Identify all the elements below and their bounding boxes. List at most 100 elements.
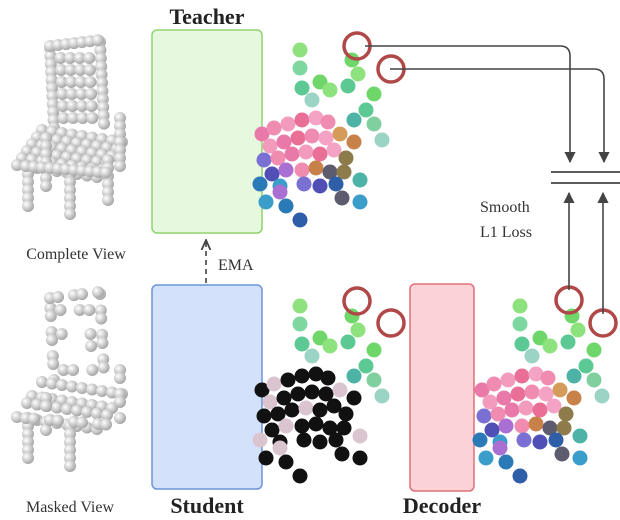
chair-point: [84, 328, 97, 340]
feature-point: [326, 398, 342, 414]
feature-point: [332, 126, 348, 142]
feature-point: [294, 80, 310, 96]
highlight-ring: [554, 285, 584, 315]
feature-point: [586, 372, 602, 388]
feature-point: [284, 402, 300, 418]
feature-point: [346, 112, 362, 128]
feature-point: [254, 126, 270, 142]
feature-point: [346, 390, 362, 406]
chair-point: [114, 396, 126, 408]
feature-point: [272, 184, 288, 200]
feature-point: [482, 394, 498, 410]
feature-point: [516, 432, 532, 448]
chair-point: [67, 112, 80, 124]
feature-point: [256, 408, 272, 424]
feature-point: [326, 142, 342, 158]
feature-point: [312, 330, 328, 346]
feature-point: [512, 468, 528, 484]
feature-point: [366, 342, 382, 358]
feature-point: [280, 372, 296, 388]
feature-point: [472, 432, 488, 448]
feature-point: [294, 336, 310, 352]
feature-point: [484, 422, 500, 438]
teacher-arrow-outer: [365, 45, 576, 164]
feature-point: [312, 434, 328, 450]
chair-point: [96, 385, 108, 397]
feature-point: [312, 402, 328, 418]
feature-point: [336, 420, 352, 436]
feature-point: [294, 368, 310, 384]
feature-point: [358, 102, 374, 118]
chair-point: [66, 380, 78, 393]
chair-point: [56, 379, 68, 391]
feature-point: [290, 130, 306, 146]
feature-point: [292, 298, 308, 314]
feature-point: [524, 384, 540, 400]
feature-point: [570, 322, 586, 338]
complete-view-label: Complete View: [26, 246, 126, 263]
loss-label-line2: L1 Loss: [480, 224, 532, 241]
chair-point: [98, 117, 110, 130]
feature-point: [352, 450, 368, 466]
feature-point: [542, 420, 558, 436]
feature-point: [492, 440, 508, 456]
chair-point: [83, 52, 96, 64]
feature-point: [252, 176, 268, 192]
chair-point: [75, 88, 88, 100]
feature-point: [334, 446, 350, 462]
feature-point: [312, 74, 328, 90]
chair-point: [21, 397, 33, 409]
feature-point: [586, 342, 602, 358]
feature-point: [572, 450, 588, 466]
feature-point: [258, 450, 274, 466]
decoder-label: Decoder: [403, 493, 481, 518]
chair-point: [74, 64, 87, 76]
chair-point: [22, 452, 34, 464]
decoder-box: [409, 283, 475, 492]
chair-point: [76, 416, 88, 429]
chair-point: [54, 304, 67, 316]
feature-point: [322, 82, 338, 98]
feature-point: [334, 190, 350, 206]
chair-point: [56, 88, 69, 100]
chair-point: [54, 52, 67, 64]
chair-point: [64, 52, 77, 64]
feature-point: [552, 382, 568, 398]
feature-point: [532, 330, 548, 346]
feature-point: [278, 162, 294, 178]
chair-point: [83, 64, 96, 76]
chair-point: [11, 159, 23, 171]
feature-point: [254, 382, 270, 398]
chair-point: [76, 288, 88, 301]
feature-point: [366, 86, 382, 102]
feature-point: [294, 112, 310, 128]
feature-point: [532, 434, 548, 450]
chair-point: [97, 361, 110, 374]
feature-point: [338, 150, 354, 166]
feature-point: [284, 146, 300, 162]
chair-point: [81, 406, 93, 418]
chair-point: [86, 112, 99, 124]
chair-point: [96, 336, 109, 349]
teacher-label: Teacher: [170, 4, 245, 29]
feature-point: [332, 382, 348, 398]
chair-point: [28, 412, 40, 425]
chair-point: [73, 304, 86, 316]
feature-point: [328, 432, 344, 448]
feature-point: [336, 164, 352, 180]
highlight-ring: [376, 308, 406, 338]
feature-point: [270, 150, 286, 166]
chair-point: [40, 180, 52, 192]
feature-point: [352, 172, 368, 188]
feature-point: [320, 370, 336, 386]
feature-point: [500, 372, 516, 388]
feature-point: [258, 194, 274, 210]
chair-point: [52, 291, 64, 304]
chair-point: [56, 100, 69, 112]
chair-point: [44, 310, 57, 322]
feature-point: [566, 368, 582, 384]
feature-point: [528, 416, 544, 432]
feature-point: [548, 432, 564, 448]
feature-point: [262, 394, 278, 410]
chair-point: [46, 377, 58, 390]
